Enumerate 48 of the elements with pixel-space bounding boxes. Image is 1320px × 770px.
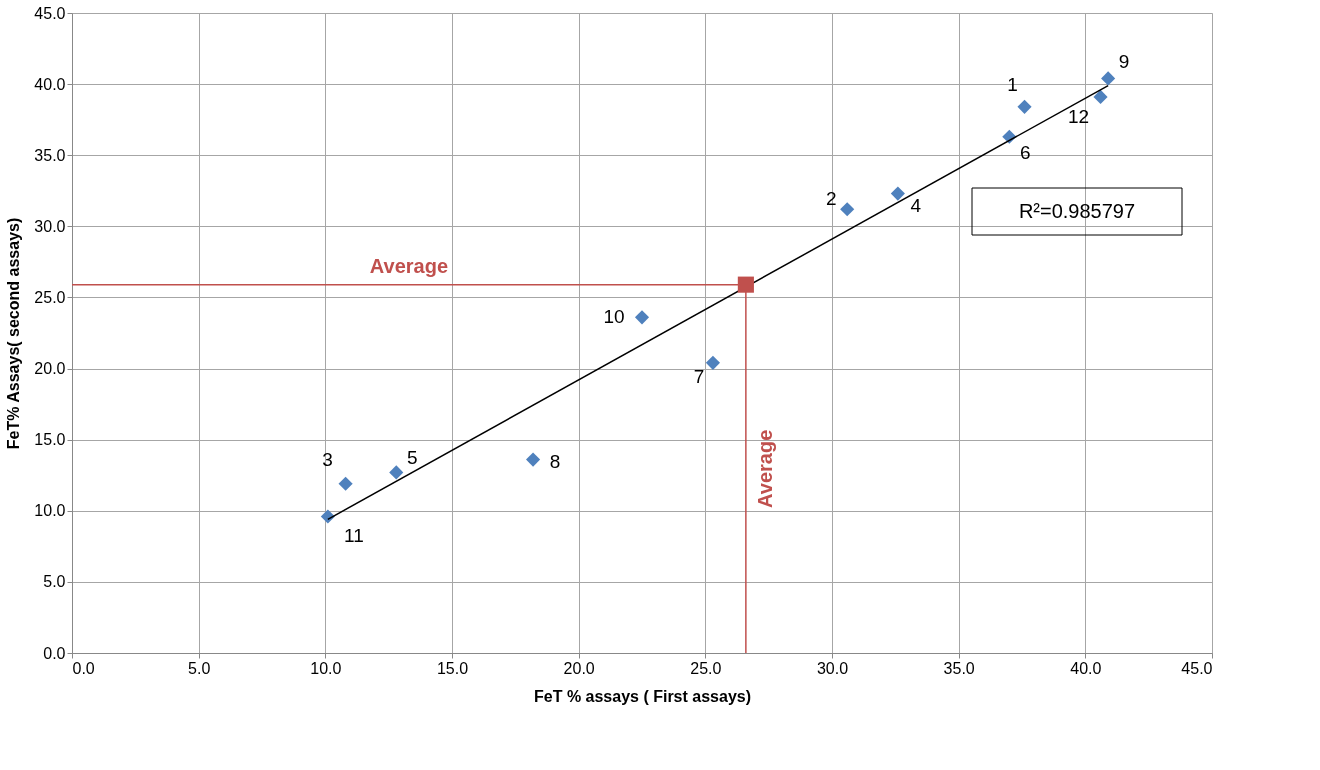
annotation: 7: [693, 365, 705, 387]
annotation: 2: [825, 188, 837, 210]
x-tick-label: 5.0: [188, 659, 211, 677]
x-tick-label: 30.0: [816, 659, 849, 677]
y-tick-label: 20.0: [34, 360, 66, 378]
y-tick-label: 5.0: [43, 573, 66, 591]
x-tick-label: 10.0: [310, 659, 342, 677]
point: [890, 186, 905, 201]
ref-line-label: Average: [369, 254, 449, 277]
point: [1101, 71, 1116, 86]
point: [1093, 89, 1108, 104]
x-tick-label: 35.0: [943, 659, 975, 677]
y-tick-label: 35.0: [34, 146, 66, 164]
annotation: 11: [344, 525, 364, 547]
y-tick-label: 30.0: [34, 217, 66, 235]
y-tick-label: 40.0: [34, 75, 66, 93]
x-tick-label: 20.0: [563, 659, 595, 677]
y-tick-label: 0.0: [43, 644, 66, 662]
annotation: R²=0.985797: [1018, 200, 1136, 222]
annotation: 5: [406, 447, 418, 469]
y-tick-label: 15.0: [34, 431, 66, 449]
annotation: 1: [1007, 73, 1018, 95]
y-axis-title: FeT% Assays( second assays): [5, 217, 23, 450]
annotation: 12: [1067, 105, 1090, 127]
point: [1017, 99, 1032, 114]
annotation: 6: [1020, 141, 1031, 163]
y-tick-label: 25.0: [34, 288, 66, 306]
annotation: 8: [549, 450, 561, 472]
y-tick-label: 45.0: [34, 4, 66, 22]
point: [705, 355, 720, 370]
x-tick-label: 45.0: [1181, 659, 1213, 677]
point: [634, 310, 650, 325]
x-tick-label: 40.0: [1070, 659, 1102, 677]
annotation: 3: [322, 448, 333, 470]
x-tick-label: 15.0: [436, 659, 469, 677]
point: [526, 452, 541, 467]
point: [737, 276, 754, 293]
point: [840, 202, 855, 217]
x-tick-label: 25.0: [690, 659, 722, 677]
point: [389, 465, 404, 480]
annotation: 4: [910, 194, 922, 216]
x-tick-label: 0.0: [72, 659, 95, 677]
annotation: 10: [603, 306, 625, 328]
ref-line-label: Average: [753, 429, 776, 508]
point: [338, 476, 353, 491]
annotation: 9: [1118, 51, 1130, 73]
x-axis-title: FeT % assays ( First assays): [533, 687, 752, 705]
y-tick-label: 10.0: [34, 502, 66, 520]
